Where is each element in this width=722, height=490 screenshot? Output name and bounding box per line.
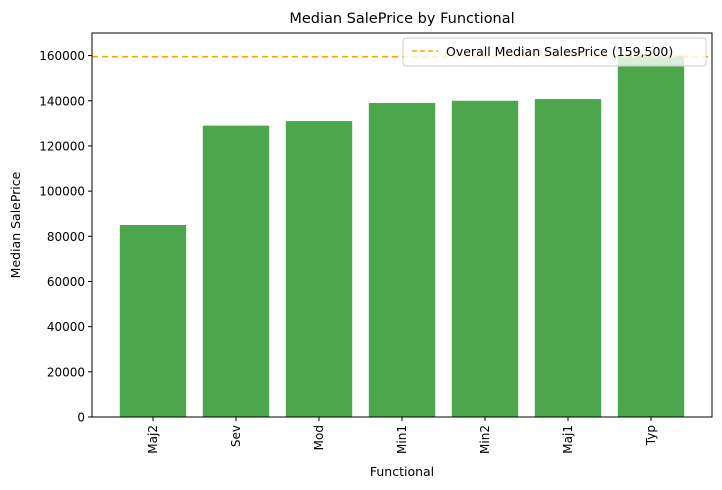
chart-title: Median SalePrice by Functional [289, 11, 514, 27]
y-tick-label-20000: 20000 [47, 365, 85, 379]
bar-typ [617, 55, 685, 418]
y-tick-label-140000: 140000 [39, 94, 85, 108]
bars-layer [119, 55, 685, 418]
legend: Overall Median SalesPrice (159,500) [402, 37, 707, 67]
x-tick-label-sev: Sev [229, 425, 243, 447]
bar-maj1 [534, 99, 602, 417]
y-axis: 0 20000 40000 60000 80000 100000 120000 140000 1… [39, 49, 92, 425]
x-axis-label: Functional [370, 464, 434, 479]
x-axis: Maj2 Sev Mod Min1 Min2 Maj1 Typ [146, 417, 658, 454]
bar-sev [202, 125, 270, 418]
legend-box [402, 37, 707, 67]
x-tick-label-maj2: Maj2 [146, 425, 160, 454]
y-tick-label-160000: 160000 [39, 49, 85, 63]
y-tick-label-120000: 120000 [39, 139, 85, 153]
x-tick-label-maj1: Maj1 [561, 425, 575, 454]
y-tick-label-0: 0 [77, 411, 85, 425]
x-tick-label-min2: Min2 [478, 425, 492, 454]
y-tick-label-100000: 100000 [39, 185, 85, 199]
x-tick-label-mod: Mod [312, 425, 326, 450]
y-axis-label: Median SalePrice [8, 171, 23, 278]
bar-min2 [451, 100, 519, 417]
y-tick-label-60000: 60000 [47, 275, 85, 289]
legend-label: Overall Median SalesPrice (159,500) [446, 44, 673, 59]
y-tick-label-80000: 80000 [47, 230, 85, 244]
bar-mod [285, 121, 353, 417]
bar-min1 [368, 103, 436, 417]
bar-maj2 [119, 225, 187, 417]
x-tick-label-min1: Min1 [395, 425, 409, 454]
y-tick-label-40000: 40000 [47, 320, 85, 334]
x-tick-label-typ: Typ [644, 425, 658, 446]
